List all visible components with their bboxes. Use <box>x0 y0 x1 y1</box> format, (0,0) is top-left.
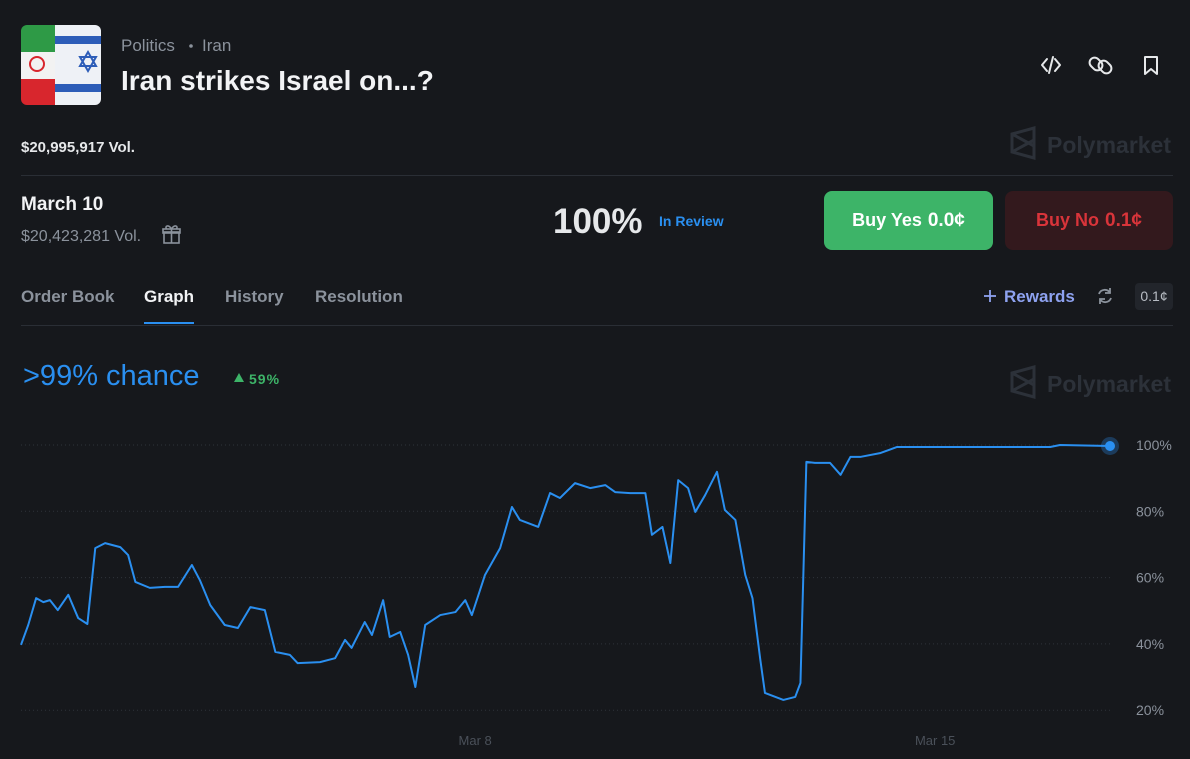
gift-icon <box>162 225 181 244</box>
tab[interactable]: Graph <box>144 287 195 306</box>
total-volume: $20,995,917 Vol. <box>21 139 135 156</box>
spread: 0.1¢ <box>1140 288 1168 304</box>
watermark-logo <box>1010 365 1036 399</box>
market-icon <box>21 25 101 105</box>
rewards-link[interactable]: Rewards <box>1004 287 1075 306</box>
plus-icon <box>984 290 996 302</box>
tab[interactable]: Order Book <box>21 287 115 306</box>
spread-box <box>1135 283 1173 310</box>
button-label: Buy No <box>1036 210 1099 230</box>
buy-yes-button[interactable]: Buy Yes 0.0¢ <box>824 191 993 250</box>
outcome-volume: $20,423,281 Vol. <box>21 228 142 245</box>
breadcrumb-category[interactable]: Politics <box>121 36 175 55</box>
tab[interactable]: Resolution <box>315 287 403 306</box>
y-tick-label: 80% <box>1136 503 1164 519</box>
button-label: Buy Yes <box>852 210 922 230</box>
refresh-button[interactable] <box>1098 288 1112 304</box>
active-tab-indicator <box>144 322 194 324</box>
outcome-status: In Review <box>659 213 724 229</box>
tab[interactable]: History <box>225 287 284 306</box>
bookmark-button[interactable] <box>1144 56 1158 75</box>
buy-no-button[interactable]: Buy No 0.1¢ <box>1005 191 1173 250</box>
price-line <box>20 444 1111 701</box>
y-tick-label: 60% <box>1136 570 1164 586</box>
chance-label: >99% chance <box>23 360 200 392</box>
button-price: 0.0¢ <box>927 209 965 231</box>
chart: 20% 40% 60% 80% 100% Mar 8 Mar 15 <box>20 436 1172 748</box>
watermark: Polymarket <box>1047 371 1172 397</box>
breadcrumb-subcategory[interactable]: Iran <box>202 36 232 55</box>
x-tick-label: Mar 8 <box>459 733 492 748</box>
embed-button[interactable] <box>1041 56 1061 74</box>
y-tick-label: 20% <box>1136 702 1164 718</box>
y-tick-label: 40% <box>1136 636 1164 652</box>
watermark-logo <box>1010 126 1036 160</box>
chance-change: 59% <box>249 371 281 387</box>
latest-point <box>1105 440 1115 451</box>
watermark: Polymarket <box>1047 132 1172 158</box>
outcome-name: March 10 <box>21 194 104 215</box>
y-tick-label: 100% <box>1136 437 1172 453</box>
breadcrumb-separator <box>189 44 193 48</box>
button-price: 0.1¢ <box>1105 209 1142 231</box>
change-arrow <box>234 373 244 382</box>
x-tick-label: Mar 15 <box>915 733 955 748</box>
outcome-probability: 100% <box>553 202 643 241</box>
copy-link-button[interactable] <box>1088 56 1114 76</box>
market-title: Iran strikes Israel on...? <box>121 65 434 96</box>
